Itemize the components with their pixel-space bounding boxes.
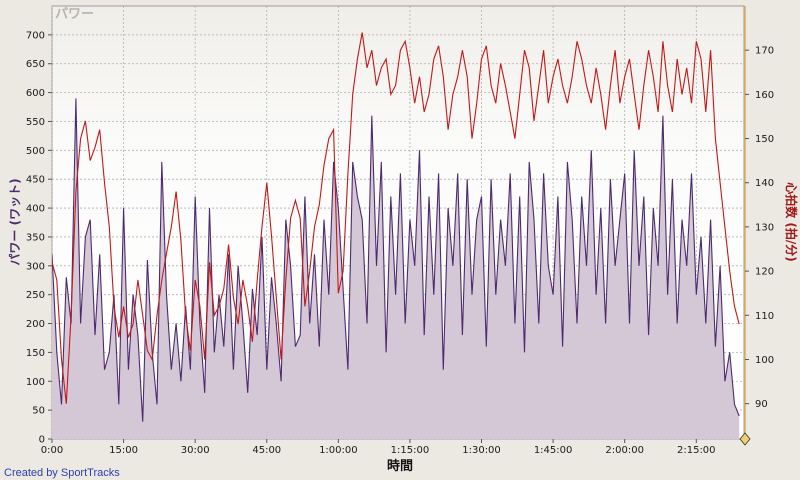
x-tick-label: 1:00:00	[319, 445, 358, 456]
power-area	[52, 98, 740, 439]
x-tick-label: 0:00	[41, 445, 63, 456]
right-tick-label: 160	[755, 90, 774, 101]
right-tick-label: 100	[755, 355, 774, 366]
x-tick-label: 1:15:00	[391, 445, 430, 456]
right-tick-label: 130	[755, 222, 774, 233]
right-tick-label: 110	[755, 311, 774, 322]
left-tick-label: 300	[26, 261, 45, 272]
x-tick-label: 2:00:00	[605, 445, 644, 456]
left-tick-label: 150	[26, 348, 45, 359]
x-axis-label: 時間	[387, 458, 413, 474]
right-tick-label: 120	[755, 267, 774, 278]
x-tick-label: 30:00	[181, 445, 210, 456]
right-tick-label: 170	[755, 46, 774, 57]
left-tick-label: 500	[26, 146, 45, 157]
left-tick-label: 700	[26, 30, 45, 41]
x-tick-label: 15:00	[109, 445, 138, 456]
left-tick-label: 650	[26, 59, 45, 70]
right-tick-label: 90	[755, 399, 768, 410]
left-tick-label: 200	[26, 319, 45, 330]
left-axis-label: パワー (ワット)	[8, 178, 22, 265]
right-axis-label: 心拍数 (拍/分)	[784, 182, 799, 262]
x-tick-label: 1:30:00	[462, 445, 501, 456]
left-tick-label: 0	[39, 435, 45, 446]
left-tick-label: 600	[26, 88, 45, 99]
left-tick-label: 550	[26, 117, 45, 128]
left-tick-label: 400	[26, 204, 45, 215]
left-tick-label: 350	[26, 232, 45, 243]
left-tick-label: 250	[26, 290, 45, 301]
x-tick-label: 45:00	[252, 445, 281, 456]
x-tick-label: 2:15:00	[677, 445, 716, 456]
sporttracks-credit[interactable]: Created by SportTracks	[4, 467, 120, 479]
left-axis-ticks: 0 50 100 150 200 250 300 350 400 450 500 550 600 650 7…	[26, 30, 52, 446]
x-axis-ticks: 0:00 15:00 30:00 45:00 1:00:00 1:15:00 1:30:00…	[41, 439, 716, 456]
left-tick-label: 50	[32, 406, 45, 417]
chart-title: パワー	[55, 7, 94, 22]
right-axis-ticks: 90 100 110 120 130 140 150 160 170	[745, 46, 774, 410]
power-line	[52, 98, 740, 422]
diamond-marker-icon	[739, 432, 751, 446]
x-tick-label: 1:45:00	[534, 445, 573, 456]
left-tick-label: 100	[26, 377, 45, 388]
right-tick-label: 150	[755, 134, 774, 145]
heart-rate-line	[52, 32, 740, 404]
left-tick-label: 450	[26, 175, 45, 186]
right-tick-label: 140	[755, 178, 774, 189]
